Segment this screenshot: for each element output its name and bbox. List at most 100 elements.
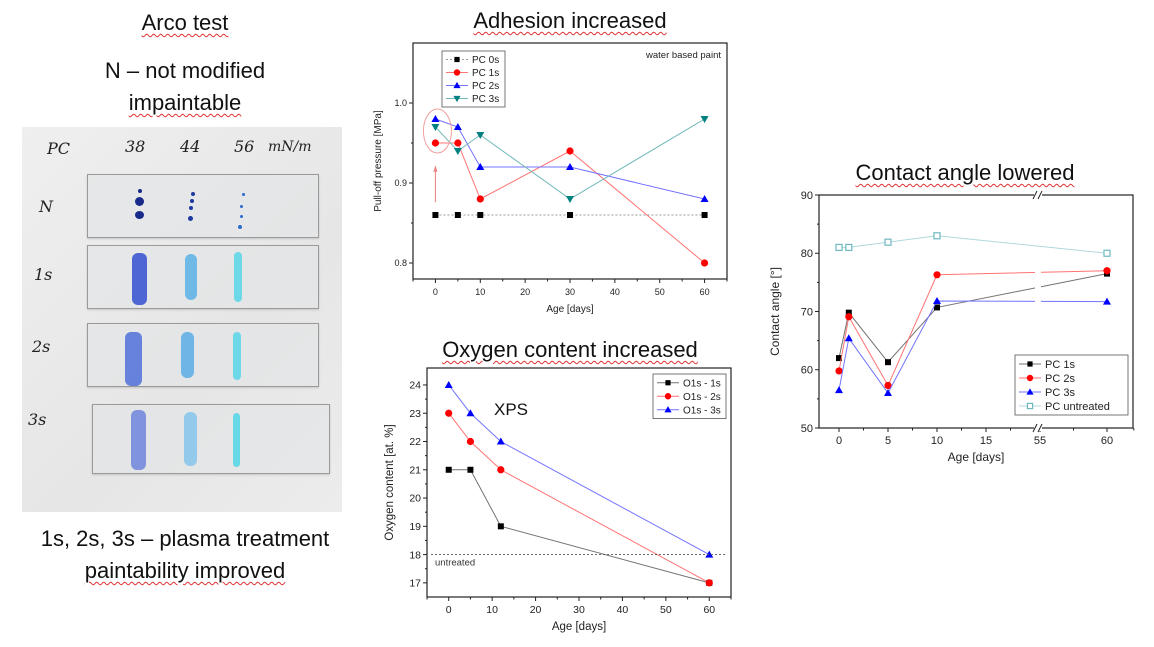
y-tick-label: 17 bbox=[409, 578, 421, 590]
data-point bbox=[497, 466, 505, 474]
x-tick-label: 50 bbox=[655, 287, 665, 297]
legend-marker bbox=[453, 69, 461, 76]
legend-label: O1s - 1s bbox=[683, 378, 721, 389]
x-axis-label: Age [days] bbox=[552, 621, 606, 633]
legend-label: PC 0s bbox=[472, 55, 499, 66]
data-point bbox=[477, 212, 484, 218]
data-point bbox=[466, 437, 475, 446]
arco-subtitle-line1: N – not modified bbox=[104, 58, 266, 83]
y-tick-label: 21 bbox=[409, 464, 421, 476]
axis-break-mark bbox=[1037, 190, 1043, 200]
x-tick-label: 10 bbox=[931, 435, 943, 447]
photo-row-2s: 2s bbox=[32, 337, 51, 356]
x-tick-label: 0 bbox=[446, 604, 452, 616]
legend-marker bbox=[454, 56, 460, 63]
y-tick-label: 24 bbox=[409, 380, 421, 392]
x-tick-label: 20 bbox=[530, 604, 542, 616]
axis-break-gap bbox=[1034, 425, 1042, 431]
data-point bbox=[453, 123, 462, 130]
data-point bbox=[884, 389, 892, 397]
data-point bbox=[454, 212, 461, 218]
slide-3s bbox=[92, 404, 330, 474]
data-point bbox=[467, 466, 474, 473]
legend-marker bbox=[1027, 361, 1033, 367]
legend-label: PC 1s bbox=[1045, 359, 1075, 371]
series-line-pc-untreated bbox=[839, 235, 1108, 254]
data-point bbox=[454, 139, 462, 147]
arco-test-photo: PC 38 44 56 mN/m N 1s 2s 3s bbox=[22, 127, 342, 512]
y-tick-label: 80 bbox=[801, 248, 813, 260]
data-point bbox=[432, 212, 439, 218]
data-point bbox=[705, 550, 714, 558]
data-point bbox=[567, 212, 573, 218]
legend-label: O1s - 2s bbox=[683, 392, 721, 403]
x-tick-label: 40 bbox=[617, 604, 629, 616]
data-point bbox=[885, 359, 891, 366]
legend-marker bbox=[1026, 374, 1034, 382]
legend-marker bbox=[665, 380, 671, 386]
x-tick-label: 30 bbox=[573, 604, 585, 616]
adhesion-chart-title: Adhesion increased bbox=[473, 8, 667, 33]
highlight-ellipse bbox=[422, 108, 452, 154]
photo-unit: mN/m bbox=[268, 139, 312, 155]
arco-test-title: Arco test bbox=[141, 10, 229, 35]
data-point bbox=[453, 148, 462, 155]
series-break-gap bbox=[1035, 270, 1041, 275]
x-tick-label: 50 bbox=[660, 604, 672, 616]
data-point bbox=[566, 196, 574, 203]
y-tick-label: 50 bbox=[801, 423, 813, 435]
data-point bbox=[445, 466, 452, 473]
legend-marker bbox=[1026, 402, 1034, 410]
data-point bbox=[705, 579, 713, 587]
y-tick-label: 23 bbox=[409, 408, 421, 420]
data-point bbox=[700, 259, 709, 267]
data-point bbox=[933, 232, 941, 240]
data-point bbox=[836, 355, 842, 362]
y-axis-label: Oxygen content [at. %] bbox=[384, 424, 396, 540]
y-tick-label: 90 bbox=[801, 190, 813, 202]
x-tick-label: 30 bbox=[565, 287, 575, 297]
data-point bbox=[466, 409, 475, 417]
data-point bbox=[845, 309, 852, 316]
legend-label: PC 3s bbox=[472, 94, 499, 105]
y-tick-label: 22 bbox=[409, 436, 421, 448]
legend-marker bbox=[664, 406, 672, 413]
series-break-gap bbox=[1035, 251, 1041, 256]
series-break-gap bbox=[1035, 299, 1041, 304]
data-point bbox=[1103, 249, 1111, 257]
legend-marker bbox=[1026, 388, 1034, 395]
legend-label: PC 2s bbox=[1045, 373, 1075, 385]
highlight-arrow-head bbox=[433, 165, 438, 172]
data-point bbox=[476, 195, 484, 203]
contact-angle-chart-title: Contact angle lowered bbox=[855, 160, 1075, 185]
x-tick-label: 60 bbox=[703, 604, 715, 616]
legend-label: PC 2s bbox=[472, 81, 499, 92]
legend-box bbox=[441, 50, 506, 108]
legend-marker bbox=[664, 393, 672, 400]
legend-label: O1s - 3s bbox=[683, 405, 721, 416]
xps-annotation: XPS bbox=[494, 400, 528, 419]
x-axis-label: Age [days] bbox=[546, 304, 593, 315]
oxygen-chart: 17 18 19 20 21 22 23 24 0 10 20 30 40 50 60 Age [days] O… bbox=[384, 367, 732, 633]
x-axis-label: Age [days] bbox=[948, 450, 1005, 464]
adhesion-chart: 0.8 0.9 1.0 0 10 20 30 40 50 60 Age [days] Pull-off… bbox=[373, 42, 728, 315]
x-tick-label: 0 bbox=[836, 435, 842, 447]
data-point bbox=[884, 381, 892, 390]
x-tick-label: 55 bbox=[1034, 435, 1046, 447]
x-tick-label: 10 bbox=[475, 287, 485, 297]
series-line-o1s-2s bbox=[448, 412, 710, 584]
x-tick-label: 60 bbox=[1101, 435, 1113, 447]
photo-row-n: N bbox=[39, 197, 53, 216]
x-tick-label: 20 bbox=[520, 287, 530, 297]
arco-subtitle-line2: impaintable bbox=[128, 90, 242, 115]
data-point bbox=[933, 297, 941, 305]
slide-1s bbox=[87, 245, 319, 309]
y-axis-label: Contact angle [°] bbox=[768, 267, 782, 356]
data-point bbox=[431, 124, 440, 131]
data-point bbox=[497, 523, 504, 530]
data-point bbox=[835, 243, 843, 252]
data-point bbox=[934, 304, 940, 311]
x-tick-label: 10 bbox=[486, 604, 498, 616]
y-tick-label: 60 bbox=[801, 365, 813, 377]
photo-column-38: 38 bbox=[125, 137, 146, 156]
